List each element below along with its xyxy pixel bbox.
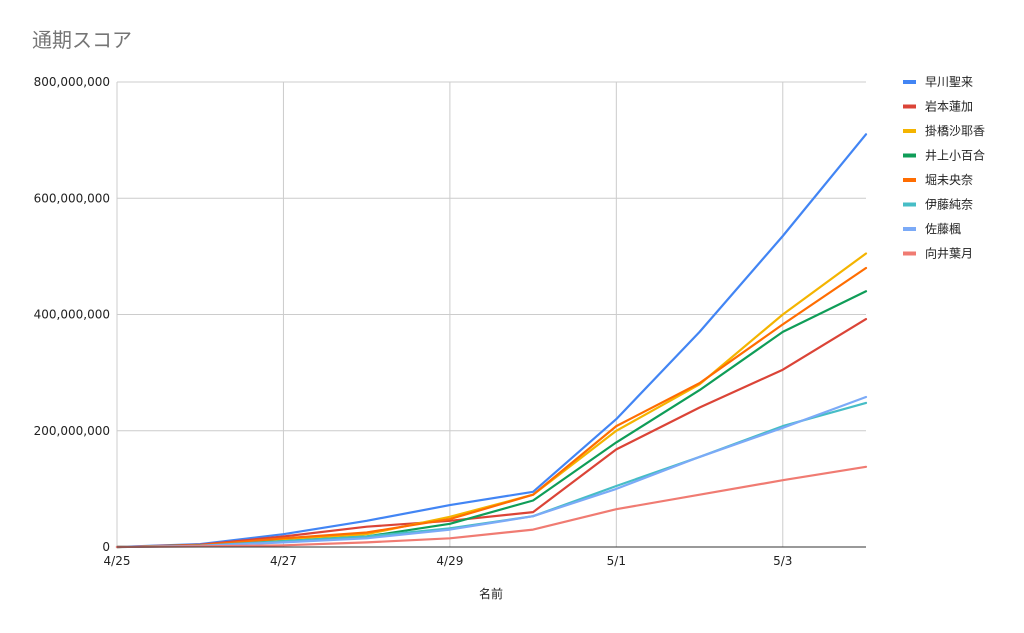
legend-label: 岩本蓮加 — [925, 99, 973, 114]
series-line-1 — [115, 133, 868, 549]
legend-label: 井上小百合 — [925, 148, 985, 163]
x-tick-label: 5/3 — [773, 554, 792, 568]
x-tick-label: 4/27 — [270, 554, 297, 568]
legend-swatch — [903, 153, 916, 158]
series-line-2 — [115, 318, 868, 549]
y-tick-label: 200,000,000 — [34, 424, 110, 438]
series-line-5 — [115, 266, 868, 549]
y-tick-label: 800,000,000 — [34, 75, 110, 89]
series-line-8 — [115, 465, 868, 549]
legend-swatch — [903, 251, 916, 256]
legend-label: 堀未央奈 — [925, 172, 973, 187]
legend-label: 掛橋沙耶香 — [925, 123, 985, 138]
legend-swatch — [903, 178, 916, 182]
y-tick-label: 0 — [102, 540, 110, 554]
legend-swatch — [903, 104, 916, 109]
legend-swatch — [903, 202, 916, 207]
gridlines — [116, 81, 866, 547]
x-axis-title: 名前 — [479, 586, 503, 601]
x-tick-label: 5/1 — [607, 554, 626, 568]
series-line-7 — [115, 395, 868, 549]
y-tick-label: 600,000,000 — [34, 191, 110, 205]
x-tick-label: 4/29 — [436, 554, 463, 568]
legend-label: 向井葉月 — [925, 246, 973, 261]
series-line-6 — [115, 401, 868, 549]
legend-label: 佐藤楓 — [925, 221, 961, 236]
legend-label: 早川聖来 — [925, 75, 973, 89]
series-line-4 — [115, 290, 868, 549]
legend-swatch — [903, 227, 916, 231]
legend-swatch — [903, 80, 916, 84]
y-tick-label: 400,000,000 — [34, 308, 110, 322]
legend-label: 伊藤純奈 — [925, 198, 973, 212]
series-line-3 — [115, 252, 868, 549]
x-tick-label: 4/25 — [104, 554, 131, 568]
axes: 0 200,000,000 400,000,000 600,000,000 800,00… — [34, 75, 866, 568]
series-lines — [115, 133, 868, 549]
legend-swatch — [903, 129, 916, 133]
chart-title: 通期スコア — [32, 28, 132, 52]
